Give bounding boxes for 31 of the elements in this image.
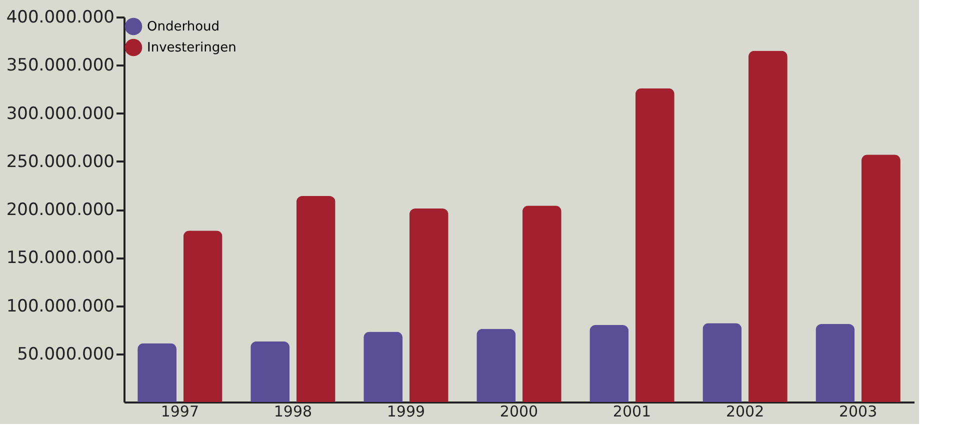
bar [702,323,742,402]
y-tick-label: 400.000.000 [6,8,114,28]
bar [635,88,674,402]
bar [748,50,788,402]
bar [183,230,222,402]
x-tick-label: 2003 [838,402,878,420]
bar [138,343,177,402]
bar [409,208,448,402]
x-tick-label: 2000 [500,402,538,420]
legend-label: Onderhoud [147,20,220,34]
bar [364,332,403,402]
x-tick-label: 1998 [274,402,312,420]
y-tick-label: 150.000.000 [6,248,114,268]
legend-label: Investeringen [147,40,236,56]
x-tick-label: 1999 [386,402,426,420]
y-tick-label: 200.000.000 [6,200,114,220]
bar [296,196,336,402]
bar [816,324,855,402]
y-tick-label: 100.000.000 [6,296,114,316]
y-tick-label: 300.000.000 [6,104,114,124]
y-tick-label: 50.000.000 [17,344,114,364]
bar [250,341,290,402]
x-tick-label: 2001 [612,402,652,420]
bar [590,325,629,402]
y-tick-label: 350.000.000 [6,56,114,76]
x-tick-label: 2002 [726,402,764,420]
bar [476,328,516,402]
bar [522,206,562,402]
x-tick-label: 1997 [160,402,200,420]
bar [861,154,900,402]
y-tick-label: 250.000.000 [6,152,114,172]
